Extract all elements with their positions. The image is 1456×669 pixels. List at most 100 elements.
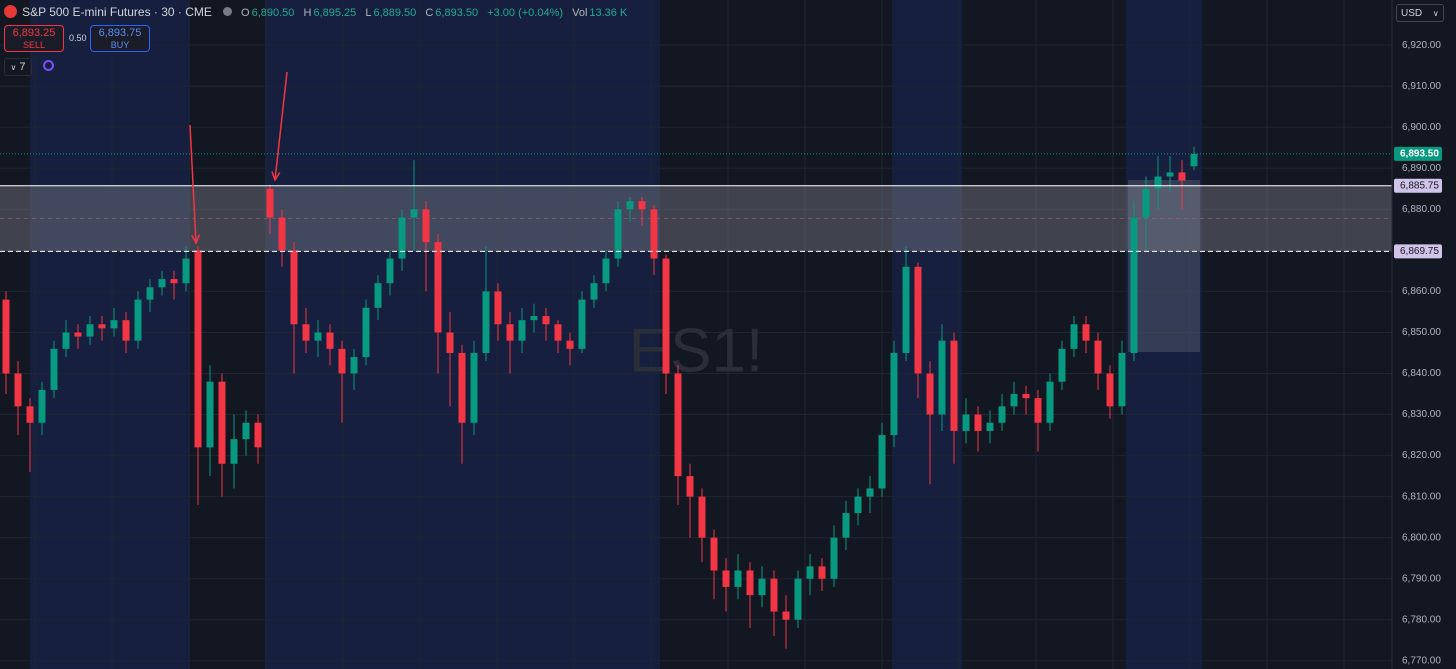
y-tick-label: 6,900.00 [1402, 122, 1441, 133]
y-tick-label: 6,820.00 [1402, 450, 1441, 461]
candle-body [1094, 340, 1102, 374]
y-tick-label: 6,770.00 [1402, 655, 1441, 666]
last-price-tag [1394, 146, 1442, 161]
y-tick-label: 6,830.00 [1402, 409, 1441, 420]
annotation-arrow [274, 71, 288, 181]
candle-body [458, 352, 466, 423]
change: +3.00 (+0.04%) [487, 7, 564, 19]
candle-body [266, 188, 274, 218]
buy-button[interactable]: 6,893.75 BUY [90, 25, 150, 52]
candle-body [470, 352, 478, 423]
session-band [1126, 0, 1202, 669]
indicator-toggle[interactable]: ∨ 7 [4, 58, 32, 76]
candle-body [26, 406, 34, 423]
close-label: C [425, 7, 434, 19]
low-label: L [365, 7, 372, 19]
header: S&P 500 E-mini Futures · 30 · CME O 6,890… [4, 5, 629, 19]
candle-body [1130, 217, 1138, 353]
volume-value: 13.36 K [589, 7, 628, 19]
candle-body [446, 332, 454, 353]
candle-body [494, 291, 502, 325]
candle-body [1034, 398, 1042, 423]
candle-body [722, 570, 730, 587]
level-tag [1394, 178, 1442, 193]
candle-body [374, 283, 382, 308]
candle-body [614, 209, 622, 259]
candle-body [710, 537, 718, 571]
candle-body [590, 283, 598, 300]
candle-body [842, 513, 850, 538]
buy-price: 6,893.75 [98, 27, 142, 39]
candle-body [50, 348, 58, 390]
candle-body [2, 299, 10, 374]
candle-body [506, 324, 514, 341]
candle-body [986, 422, 994, 431]
open-value: 6,890.50 [251, 7, 295, 19]
candle-body [518, 320, 526, 341]
candle-body [350, 357, 358, 374]
spread: 0.50 [69, 33, 87, 43]
candle-body [878, 435, 886, 489]
candle-body [338, 348, 346, 374]
candle-body [542, 316, 550, 325]
session-bands [30, 0, 1202, 669]
candle-body [554, 324, 562, 341]
y-tick-label: 6,860.00 [1402, 286, 1441, 297]
candle-body [1106, 373, 1114, 407]
annotation-arrow [189, 124, 197, 244]
candle-body [230, 439, 238, 464]
y-tick-label: 6,810.00 [1402, 491, 1441, 502]
currency-button[interactable]: USD ∨ [1396, 4, 1444, 22]
sell-price: 6,893.25 [12, 27, 56, 39]
candle-body [530, 316, 538, 321]
annotation-arrowhead [271, 171, 281, 182]
candle-body [206, 381, 214, 448]
y-tick-label: 6,790.00 [1402, 573, 1441, 584]
candle-body [398, 217, 406, 259]
candle-body [290, 250, 298, 325]
candle-body [902, 266, 910, 353]
chevron: ∨ [1432, 9, 1439, 18]
sell-button[interactable]: 6,893.25 SELL [4, 25, 64, 52]
candle-body [482, 291, 490, 353]
low-value: 6,889.50 [373, 7, 417, 19]
candle-body [62, 332, 70, 349]
symbol[interactable]: S&P 500 E-mini Futures · 30 · CME [22, 5, 212, 19]
sync-icon[interactable] [43, 60, 54, 71]
level-tag [1394, 244, 1442, 259]
candle-body [770, 578, 778, 612]
candle-body [218, 381, 226, 464]
y-tick-label: 6,850.00 [1402, 327, 1441, 338]
candle-body [998, 406, 1006, 423]
candle-body [698, 496, 706, 538]
y-tick-label: 6,780.00 [1402, 614, 1441, 625]
y-tick-label: 6,800.00 [1402, 532, 1441, 543]
sell-label: SELL [22, 40, 46, 50]
symbol-icon [4, 5, 17, 18]
candle-body [158, 279, 166, 288]
level-label: 6,885.75 [1400, 180, 1439, 191]
candle-body [326, 332, 334, 349]
price-axis [1392, 0, 1456, 669]
candle-body [890, 352, 898, 436]
candle-body [914, 266, 922, 374]
candle-body [854, 496, 862, 514]
candle-body [602, 258, 610, 284]
candle-body [626, 201, 634, 210]
candle-body [362, 307, 370, 358]
candle-body [962, 414, 970, 431]
candle-body [866, 488, 874, 497]
close-value: 6,893.50 [435, 7, 479, 19]
y-tick-label: 6,880.00 [1402, 204, 1441, 215]
candle-body [1022, 394, 1030, 399]
candle-body [830, 537, 838, 579]
range-box [1128, 180, 1200, 352]
candle-body [1142, 188, 1150, 218]
candle-body [86, 324, 94, 337]
y-tick-label: 6,910.00 [1402, 81, 1441, 92]
candle-body [314, 332, 322, 341]
candle-body [38, 389, 46, 423]
candle-body [686, 476, 694, 497]
candle-body [410, 209, 418, 218]
